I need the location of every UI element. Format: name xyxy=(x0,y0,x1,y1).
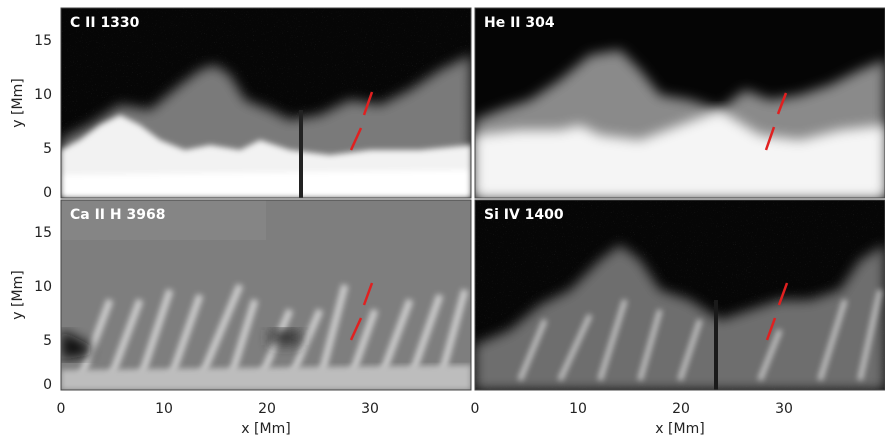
xtick-right-0: 0 xyxy=(471,401,480,417)
panel-label-he2: He II 304 xyxy=(484,15,555,31)
ytick-top-0: 0 xyxy=(43,185,52,201)
xtick-right-30: 30 xyxy=(775,401,793,417)
ytick-top-5: 5 xyxy=(43,141,52,157)
panel-he2 xyxy=(475,8,885,198)
ytick-bottom-10: 10 xyxy=(34,279,52,295)
ytick-bottom-0: 0 xyxy=(43,377,52,393)
xtick-right-10: 10 xyxy=(569,401,587,417)
xlabel-left: x [Mm] xyxy=(241,421,290,437)
xtick-left-10: 10 xyxy=(155,401,173,417)
panel-label-ca2: Ca II H 3968 xyxy=(70,207,165,223)
panel-si4 xyxy=(475,200,885,390)
ytick-bottom-15: 15 xyxy=(34,225,52,241)
ylabel-top: y [Mm] xyxy=(10,78,26,127)
ytick-top-15: 15 xyxy=(34,33,52,49)
panel-label-si4: Si IV 1400 xyxy=(484,207,564,223)
ytick-top-10: 10 xyxy=(34,87,52,103)
ytick-bottom-5: 5 xyxy=(43,333,52,349)
xtick-left-20: 20 xyxy=(258,401,276,417)
panel-ca2 xyxy=(61,200,471,390)
xlabel-right: x [Mm] xyxy=(655,421,704,437)
xtick-left-30: 30 xyxy=(361,401,379,417)
panel-c2 xyxy=(61,8,471,198)
red-markers xyxy=(349,91,789,341)
xtick-left-0: 0 xyxy=(57,401,66,417)
ylabel-bottom: y [Mm] xyxy=(10,270,26,319)
panel-label-c2: C II 1330 xyxy=(70,15,140,31)
xtick-right-20: 20 xyxy=(672,401,690,417)
